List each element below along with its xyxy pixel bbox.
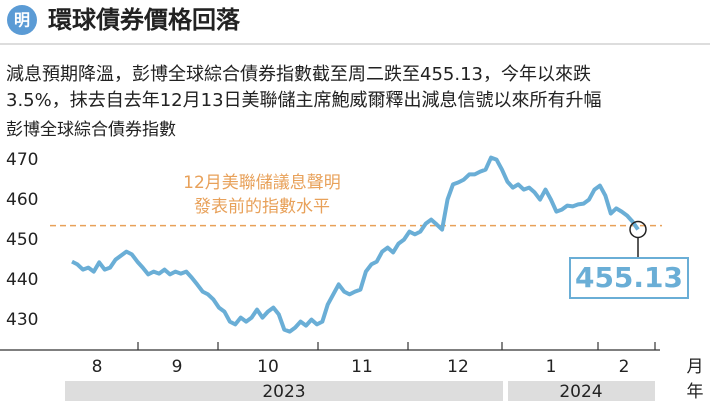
logo-badge (7, 5, 37, 35)
subtitle-line: 3.5%，抹去自去年12月13日美聯儲主席鮑威爾釋出減息信號以來所有升幅 (6, 90, 602, 111)
y-axis-label: 彭博全球綜合債券指數 (6, 120, 176, 140)
callout-box (569, 257, 689, 299)
month-unit: 月 (687, 357, 704, 377)
logo: 明 (14, 11, 30, 30)
y-tick-label: 450 (6, 230, 38, 250)
y-tick-label: 440 (6, 270, 38, 290)
year-unit: 年 (687, 382, 704, 402)
subtitle-line: 減息預期降溫，彭博全球綜合債券指數截至周二跌至455.13，今年以來跌 (6, 64, 591, 85)
y-tick-label: 460 (6, 190, 38, 210)
year-label: 2024 (559, 382, 602, 402)
y-tick-label: 470 (6, 150, 38, 170)
year-band (508, 381, 655, 401)
value-label: 455.13 (575, 261, 683, 294)
x-tick-label: 11 (351, 357, 373, 377)
annotation: 發表前的指數水平 (194, 197, 330, 217)
year-band (65, 381, 503, 401)
annotation: 12月美聯儲議息聲明 (183, 173, 341, 193)
year-label: 2023 (262, 382, 305, 402)
y-tick-label: 430 (6, 310, 38, 330)
x-tick-label: 10 (257, 357, 279, 377)
chart-title: 環球債券價格回落 (48, 6, 241, 34)
x-tick-label: 1 (546, 357, 557, 377)
x-tick-label: 8 (92, 357, 103, 377)
x-tick-label: 12 (447, 357, 469, 377)
x-tick-label: 9 (172, 357, 183, 377)
line (71, 155, 640, 334)
x-tick-label: 2 (619, 357, 630, 377)
